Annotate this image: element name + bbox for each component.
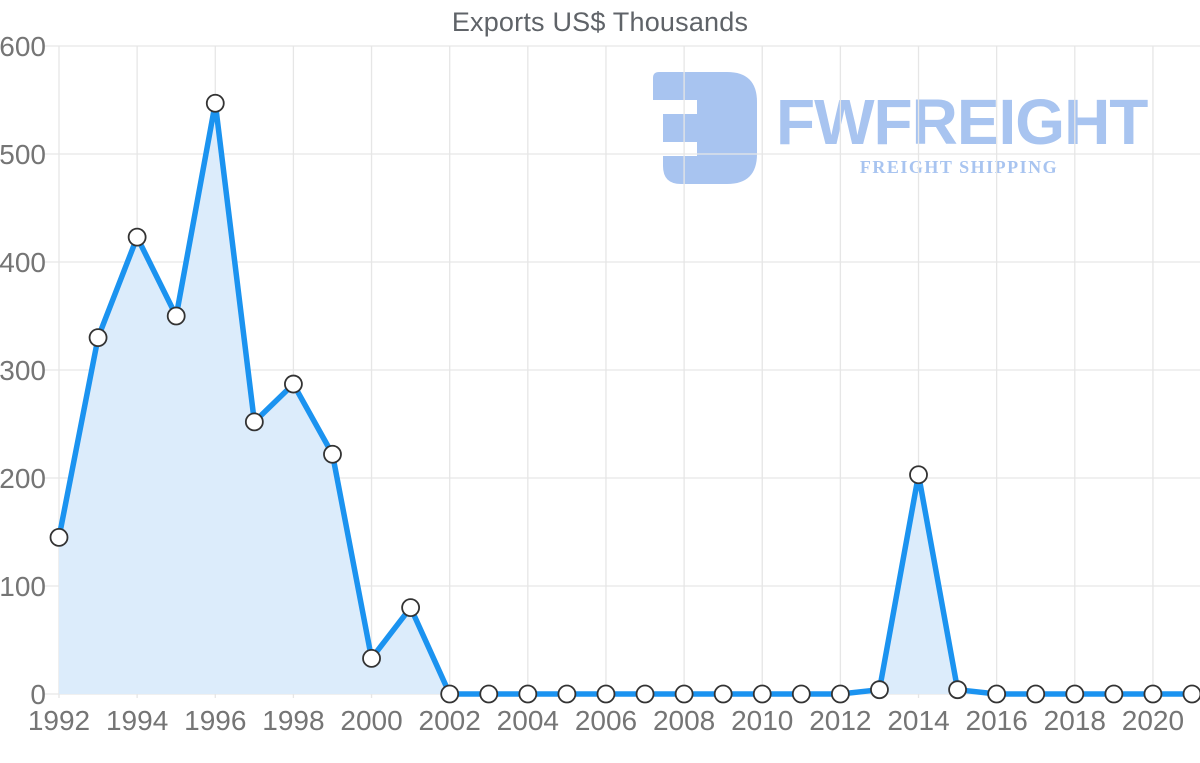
x-axis-tick-label: 1992 <box>28 705 90 736</box>
x-axis-tick-label: 2012 <box>809 705 871 736</box>
y-axis-tick-label: 600 <box>0 31 46 62</box>
brand-text-block: FWFREIGHT FREIGHT SHIPPING <box>776 86 1148 178</box>
data-point-marker[interactable] <box>166 306 186 326</box>
data-point-marker[interactable] <box>479 684 499 704</box>
logo-bar-middle <box>663 114 701 142</box>
x-axis-tick-label: 2016 <box>966 705 1028 736</box>
x-axis-tick-label: 2006 <box>575 705 637 736</box>
data-point-marker[interactable] <box>88 328 108 348</box>
x-axis-tick-label: 2002 <box>419 705 481 736</box>
x-axis-tick-label: 1998 <box>262 705 324 736</box>
data-point-marker[interactable] <box>635 684 655 704</box>
data-point-marker[interactable] <box>870 680 889 700</box>
data-point-marker[interactable] <box>127 227 147 247</box>
data-point-marker[interactable] <box>1065 684 1085 704</box>
logo-bar-top <box>653 72 701 100</box>
data-point-marker[interactable] <box>987 684 1007 704</box>
x-axis-tick-label: 2010 <box>731 705 793 736</box>
data-point-marker[interactable] <box>49 528 69 547</box>
data-point-marker[interactable] <box>948 680 967 700</box>
x-axis-tick-label: 2004 <box>497 705 559 736</box>
brand-tagline: FREIGHT SHIPPING <box>859 157 1059 177</box>
x-axis-tick-label: 2020 <box>1122 705 1184 736</box>
data-point-marker[interactable] <box>401 598 421 617</box>
data-point-marker[interactable] <box>244 412 264 432</box>
data-point-marker[interactable] <box>1143 684 1163 704</box>
data-point-marker[interactable] <box>713 684 733 704</box>
data-point-marker[interactable] <box>1104 684 1124 704</box>
brand-watermark: FWFREIGHT FREIGHT SHIPPING <box>645 70 1148 190</box>
chart-title: Exports US$ Thousands <box>451 7 749 37</box>
y-axis-tick-label: 300 <box>0 355 46 386</box>
data-point-marker[interactable] <box>518 684 538 704</box>
logo-bar-bottom <box>663 156 701 184</box>
y-axis-tick-label: 100 <box>0 571 46 602</box>
data-point-marker[interactable] <box>830 684 850 704</box>
data-point-marker[interactable] <box>596 684 616 704</box>
data-point-marker[interactable] <box>205 93 225 113</box>
x-axis-tick-label: 2000 <box>340 705 402 736</box>
data-point-marker[interactable] <box>1026 684 1046 704</box>
x-axis-tick-label: 2014 <box>887 705 949 736</box>
data-point-marker[interactable] <box>323 444 342 464</box>
data-point-marker[interactable] <box>284 374 303 394</box>
x-axis-tick-label: 1996 <box>184 705 246 736</box>
data-point-marker[interactable] <box>362 648 381 668</box>
data-point-marker[interactable] <box>674 684 694 704</box>
data-point-marker[interactable] <box>791 684 811 704</box>
data-point-marker[interactable] <box>909 465 928 485</box>
data-point-marker[interactable] <box>557 684 577 704</box>
data-point-marker[interactable] <box>440 684 460 704</box>
area-fill <box>59 103 1192 695</box>
brand-name: FWFREIGHT <box>776 86 1148 158</box>
y-axis-tick-label: 500 <box>0 139 46 170</box>
x-axis-tick-label: 2018 <box>1044 705 1106 736</box>
y-axis-tick-label: 0 <box>30 679 46 710</box>
logo-bar-right <box>697 72 757 184</box>
y-axis-tick-label: 400 <box>0 247 46 278</box>
fwfreight-logo-icon <box>653 72 757 184</box>
x-axis-tick-label: 1994 <box>106 705 168 736</box>
x-axis-tick-label: 2008 <box>653 705 715 736</box>
y-axis-tick-label: 200 <box>0 463 46 494</box>
data-point-marker[interactable] <box>752 684 772 704</box>
data-point-marker[interactable] <box>1182 684 1200 704</box>
